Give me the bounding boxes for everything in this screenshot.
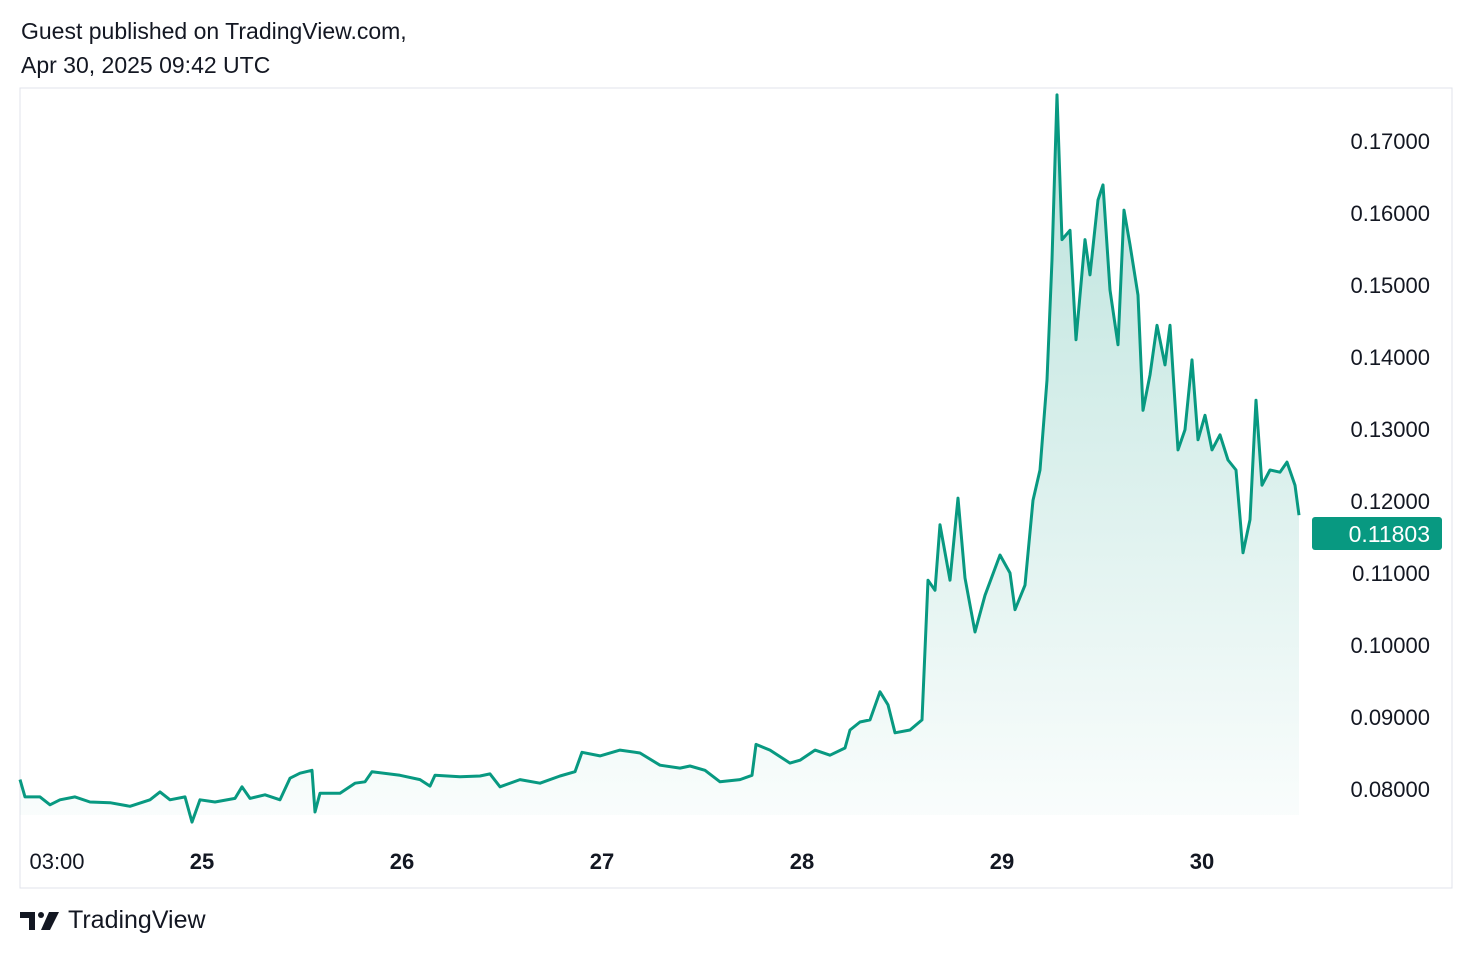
tradingview-logo-icon xyxy=(20,911,59,930)
logo-text: TradingView xyxy=(68,906,206,934)
time-tick-label: 29 xyxy=(990,849,1014,874)
price-axis[interactable]: 0.17000 0.16000 0.15000 0.14000 0.13000 0.120… xyxy=(1350,129,1430,802)
last-price-badge xyxy=(1312,517,1442,550)
price-tick-label: 0.11000 xyxy=(1352,561,1430,586)
last-price-label: 0.11803 xyxy=(1312,517,1442,550)
time-tick-label: 25 xyxy=(190,849,214,874)
time-tick-label: 03:00 xyxy=(29,849,84,874)
price-tick-label: 0.17000 xyxy=(1350,129,1430,154)
tradingview-logo[interactable]: TradingView xyxy=(20,906,206,935)
time-tick-label: 27 xyxy=(590,849,614,874)
price-tick-label: 0.13000 xyxy=(1350,417,1430,442)
price-tick-label: 0.14000 xyxy=(1350,345,1430,370)
price-tick-label: 0.15000 xyxy=(1350,273,1430,298)
time-tick-label: 28 xyxy=(790,849,814,874)
time-axis[interactable]: 03:00 25 26 27 28 29 30 xyxy=(29,849,1214,874)
price-tick-label: 0.16000 xyxy=(1350,201,1430,226)
price-line xyxy=(18,93,1301,824)
price-tick-label: 0.10000 xyxy=(1350,633,1430,658)
price-area-fill xyxy=(20,94,1299,823)
price-tick-label: 0.12000 xyxy=(1350,489,1430,514)
time-tick-label: 26 xyxy=(390,849,414,874)
publisher-line: Guest published on TradingView.com, xyxy=(21,18,407,44)
time-tick-label: 30 xyxy=(1190,849,1214,874)
last-price-value: 0.11803 xyxy=(1349,521,1430,547)
publish-timestamp: Apr 30, 2025 09:42 UTC xyxy=(21,52,271,78)
price-tick-label: 0.08000 xyxy=(1350,777,1430,802)
price-tick-label: 0.09000 xyxy=(1350,705,1430,730)
